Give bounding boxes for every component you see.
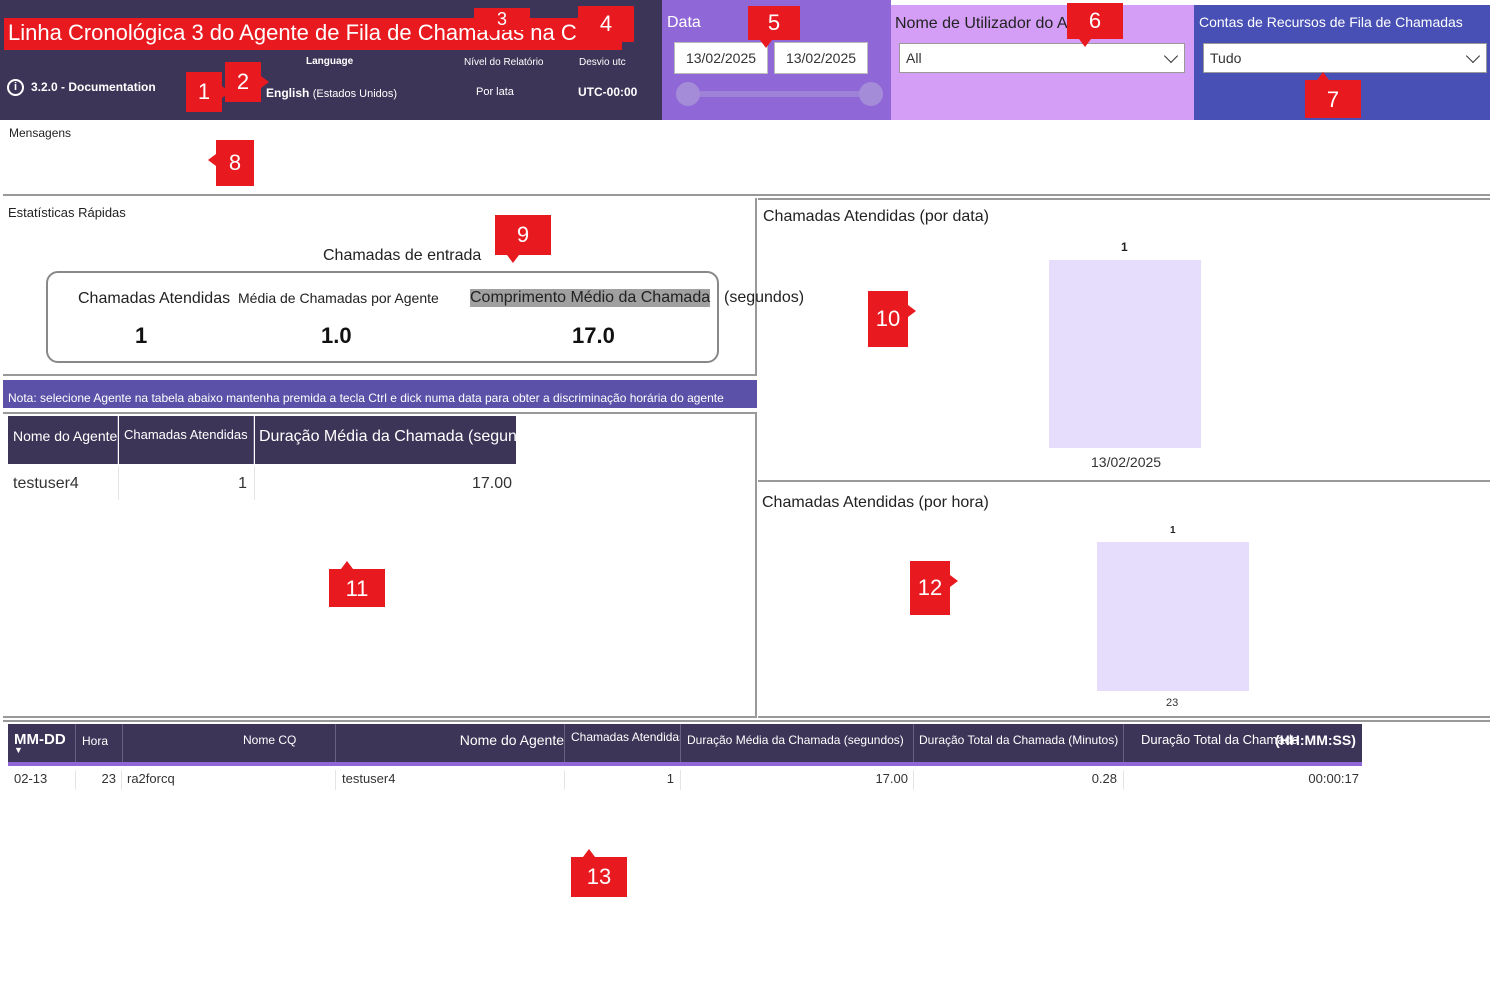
agent-table-header-answered[interactable]: Chamadas Atendidas	[119, 416, 254, 464]
detail-header-total-hms-unit: (HH:MM:SS)	[1275, 732, 1356, 748]
chart-by-date-panel	[758, 198, 1490, 482]
language-region: (Estados Unidos)	[312, 88, 398, 100]
report-level-label: Nível do Relatório	[464, 57, 544, 68]
date-slider-start-handle[interactable]	[676, 82, 700, 106]
detail-header-total-min[interactable]: Duração Total da Chamada (Minutos)	[914, 724, 1124, 762]
detail-cell-agent[interactable]: testuser4	[336, 770, 565, 790]
callout-marker-9: 9	[495, 215, 551, 263]
messages-label: Mensagens	[9, 126, 72, 140]
sort-desc-icon: ▼	[14, 745, 23, 755]
answered-calls-value: 1	[135, 323, 148, 348]
callout-marker-10: 10	[868, 291, 916, 347]
quick-stats-label: Estatísticas Rápidas	[8, 205, 126, 220]
detail-cell-mmdd[interactable]: 02-13	[8, 770, 76, 790]
report-level-value: Por lata	[476, 86, 514, 98]
detail-cell-answered[interactable]: 1	[565, 770, 681, 790]
chart-by-hour-panel	[758, 484, 1490, 718]
chart-by-hour-tick-label: 23	[1166, 697, 1179, 709]
chevron-down-icon	[1465, 48, 1481, 64]
agent-filter-value: All	[906, 50, 922, 66]
agent-table-header-avg-duration[interactable]: Duração Média da Chamada (segun	[255, 416, 516, 464]
utc-offset-label: Desvio utc	[579, 57, 626, 68]
incoming-calls-label: Chamadas de entrada	[323, 247, 482, 264]
chart-by-hour-data-label: 1	[1170, 525, 1176, 536]
avg-call-length-value: 17.0	[572, 323, 615, 348]
avg-calls-per-agent-label: Média de Chamadas por Agente	[238, 290, 439, 306]
detail-table-header: MM-DD ▼ Hora Nome CQ Nome do Agente Cham…	[8, 724, 1362, 766]
callout-marker-11: 11	[329, 561, 385, 607]
agent-table-panel	[3, 412, 757, 718]
resource-filter-dropdown[interactable]: Tudo	[1203, 43, 1487, 73]
detail-cell-cq[interactable]: ra2forcq	[122, 770, 336, 790]
detail-header-cq[interactable]: Nome CQ	[123, 724, 336, 762]
detail-header-total-hms-label: Duração Total da Chamada	[1141, 732, 1300, 747]
quick-stats-panel	[3, 198, 757, 376]
quick-stats-card	[46, 271, 719, 363]
detail-header-agent[interactable]: Nome do Agente	[336, 724, 565, 762]
date-end-input[interactable]: 13/02/2025	[774, 42, 868, 74]
language-value: English (Estados Unidos)	[266, 86, 397, 100]
utc-offset-value: UTC-00:00	[578, 85, 638, 99]
resource-filter-label: Contas de Recursos de Fila de Chamadas	[1199, 14, 1463, 30]
detail-header-mmdd[interactable]: MM-DD ▼	[8, 724, 76, 762]
date-filter-label: Data	[667, 14, 701, 31]
agent-table-cell-avg-duration[interactable]: 17.00	[471, 475, 512, 492]
detail-cell-hora[interactable]: 23	[76, 770, 122, 790]
messages-panel	[3, 121, 1490, 196]
chart-by-hour-title: Chamadas Atendidas (por hora)	[762, 494, 989, 511]
language-name: English	[266, 86, 310, 100]
detail-table-panel	[3, 720, 1490, 1004]
detail-header-hora[interactable]: Hora	[76, 724, 123, 762]
chart-by-date-bar[interactable]	[1049, 260, 1201, 448]
info-icon[interactable]: i	[7, 79, 24, 96]
detail-header-mmdd-label: MM-DD	[14, 731, 66, 748]
agent-filter-label: Nome de Utilizador do Agente	[895, 15, 1108, 32]
date-start-input[interactable]: 13/02/2025	[674, 42, 768, 74]
callout-marker-12: 12	[910, 561, 958, 615]
chart-by-date-title: Chamadas Atendidas (por data)	[763, 208, 989, 225]
chart-by-hour-bar[interactable]	[1097, 542, 1249, 691]
callout-marker-13: 13	[571, 849, 627, 897]
detail-header-answered[interactable]: Chamadas Atendidas	[565, 724, 681, 762]
callout-marker-7: 7	[1305, 72, 1361, 118]
answered-calls-label: Chamadas Atendidas	[78, 290, 231, 307]
avg-call-length-label: Comprimento Médio da Chamada	[470, 289, 711, 307]
chevron-down-icon	[1163, 48, 1179, 64]
agent-table-cell-agent[interactable]: testuser4	[8, 466, 119, 500]
detail-header-avg[interactable]: Duração Média da Chamada (segundos)	[681, 724, 914, 762]
detail-header-total-hms[interactable]: Duração Total da Chamada (HH:MM:SS)	[1124, 724, 1362, 762]
resource-filter-value: Tudo	[1210, 50, 1242, 66]
agent-table-header-agent[interactable]: Nome do Agente	[8, 416, 118, 464]
callout-marker-5: 5	[748, 6, 800, 48]
callout-marker-8: 8	[208, 140, 254, 186]
callout-marker-2: 2	[225, 62, 269, 102]
note-banner: Nota: selecione Agente na tabela abaixo …	[3, 380, 757, 408]
callout-marker-4: 4	[578, 6, 634, 50]
date-slider-end-handle[interactable]	[859, 82, 883, 106]
callout-marker-1: 1	[186, 72, 230, 112]
agent-table-cell-answered[interactable]: 1	[119, 466, 255, 500]
agent-filter-dropdown[interactable]: All	[899, 43, 1185, 73]
avg-call-length-unit: (segundos)	[724, 289, 805, 306]
chart-by-date-data-label: 1	[1121, 240, 1128, 254]
detail-cell-total-hms[interactable]: 00:00:17	[1308, 771, 1359, 786]
chart-by-date-tick-label: 13/02/2025	[1091, 454, 1162, 470]
callout-marker-6: 6	[1067, 3, 1123, 47]
avg-calls-per-agent-value: 1.0	[321, 323, 352, 348]
version-link[interactable]: 3.2.0 - Documentation	[31, 80, 156, 94]
detail-cell-total-min[interactable]: 0.28	[914, 770, 1124, 790]
callout-marker-3: 3	[474, 8, 530, 38]
date-slider-track[interactable]	[686, 91, 872, 97]
language-label: Language	[306, 56, 354, 67]
detail-cell-avg[interactable]: 17.00	[681, 770, 914, 790]
